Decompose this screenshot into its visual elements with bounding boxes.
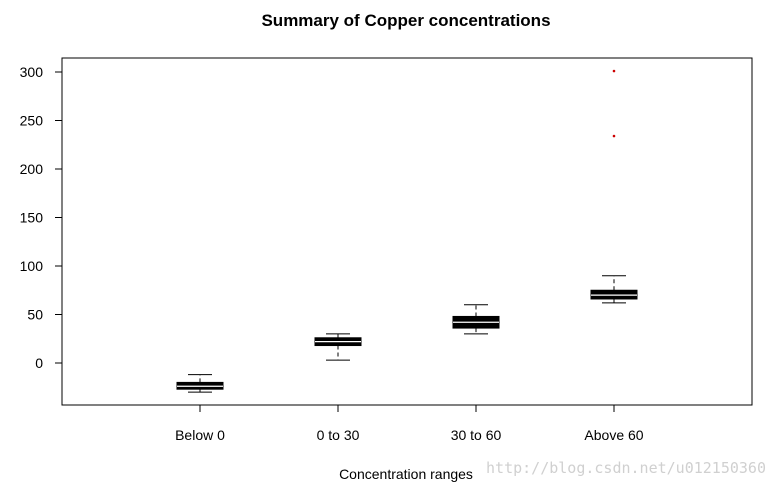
watermark: http://blog.csdn.net/u012150360 (486, 459, 766, 477)
plot-frame (61, 57, 753, 406)
box-group (314, 333, 362, 361)
y-tick-label: 150 (20, 210, 44, 226)
y-tick-label: 250 (20, 113, 44, 129)
x-axis: Below 0 0 to 30 30 to 60 Above 60 (175, 405, 644, 443)
y-tick-label: 0 (35, 355, 43, 371)
outlier-point (612, 69, 616, 73)
y-tick-label: 300 (20, 64, 44, 80)
y-tick-label: 200 (20, 161, 44, 177)
y-tick-label: 100 (20, 258, 44, 274)
x-tick-label: Below 0 (175, 427, 225, 443)
y-axis: 0 50 100 150 200 250 300 (20, 64, 63, 371)
x-tick-label: 30 to 60 (451, 427, 502, 443)
x-tick-label: Above 60 (584, 427, 643, 443)
outlier-point (612, 134, 616, 138)
box-group (176, 374, 224, 393)
box-group (590, 69, 638, 304)
chart-title: Summary of Copper concentrations (261, 11, 550, 30)
x-axis-label: Concentration ranges (339, 466, 473, 482)
box-group (452, 304, 500, 335)
box-series (176, 69, 638, 393)
y-tick-label: 50 (27, 307, 43, 323)
x-tick-label: 0 to 30 (317, 427, 360, 443)
